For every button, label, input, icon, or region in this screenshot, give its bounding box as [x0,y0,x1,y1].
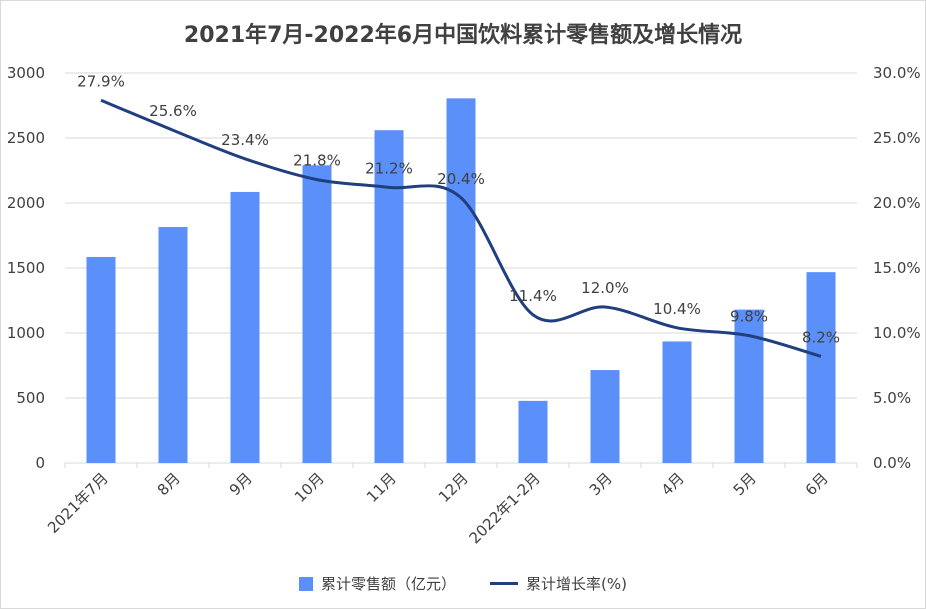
x-tick-label: 2022年1-2月 [466,469,544,547]
data-label: 20.4% [437,170,485,188]
y-right-tick-label: 0.0% [873,454,911,472]
legend-swatch-line [490,582,519,585]
data-label: 23.4% [221,131,269,149]
y-right-tick-label: 30.0% [873,64,921,82]
bar [590,370,620,463]
x-tick-label: 2021年7月 [44,469,112,537]
bar [158,227,188,463]
data-label: 8.2% [802,328,840,346]
y-right-tick-label: 5.0% [873,389,911,407]
x-tick-label: 10月 [291,469,328,506]
data-label: 9.8% [730,308,768,326]
legend-item-bar: 累计零售额（亿元） [299,573,456,594]
x-tick-label: 11月 [363,469,400,506]
x-tick-label: 5月 [730,469,760,499]
y-left-tick-label: 1000 [7,324,45,342]
y-right-tick-label: 25.0% [873,129,921,147]
bar [518,400,548,463]
legend-label-line: 累计增长率(%) [526,575,627,593]
x-tick-label: 8月 [154,469,184,499]
y-left-tick-label: 2500 [7,129,45,147]
data-label: 21.2% [365,159,413,177]
y-right-tick-label: 20.0% [873,194,921,212]
y-right-tick-label: 10.0% [873,324,921,342]
legend-label-bar: 累计零售额（亿元） [321,575,457,593]
y-left-tick-label: 0 [35,454,45,472]
y-right-tick-label: 15.0% [873,259,921,277]
bar [86,256,116,463]
data-label: 25.6% [149,102,197,120]
data-label: 10.4% [653,300,701,318]
y-left-tick-label: 1500 [7,259,45,277]
x-tick-label: 9月 [226,469,256,499]
legend-swatch-bar [299,576,313,591]
data-label: 11.4% [509,287,557,305]
x-tick-label: 3月 [586,469,616,499]
bar [374,130,404,463]
chart-legend: 累计零售额（亿元） 累计增长率(%) [1,573,925,594]
data-label: 27.9% [77,72,125,90]
y-left-tick-label: 2000 [7,194,45,212]
bar [230,191,260,463]
legend-item-line: 累计增长率(%) [490,573,627,594]
bar [302,165,332,464]
bar [446,98,476,463]
x-tick-label: 12月 [435,469,472,506]
y-left-tick-label: 500 [16,389,45,407]
data-label: 12.0% [581,279,629,297]
chart-title: 2021年7月-2022年6月中国饮料累计零售额及增长情况 [183,23,743,48]
bar [806,272,836,463]
data-label: 21.8% [293,152,341,170]
y-left-tick-label: 3000 [7,64,45,82]
x-tick-label: 4月 [658,469,688,499]
growth-line [100,98,822,358]
x-tick-label: 6月 [802,469,832,499]
bar [662,341,692,463]
